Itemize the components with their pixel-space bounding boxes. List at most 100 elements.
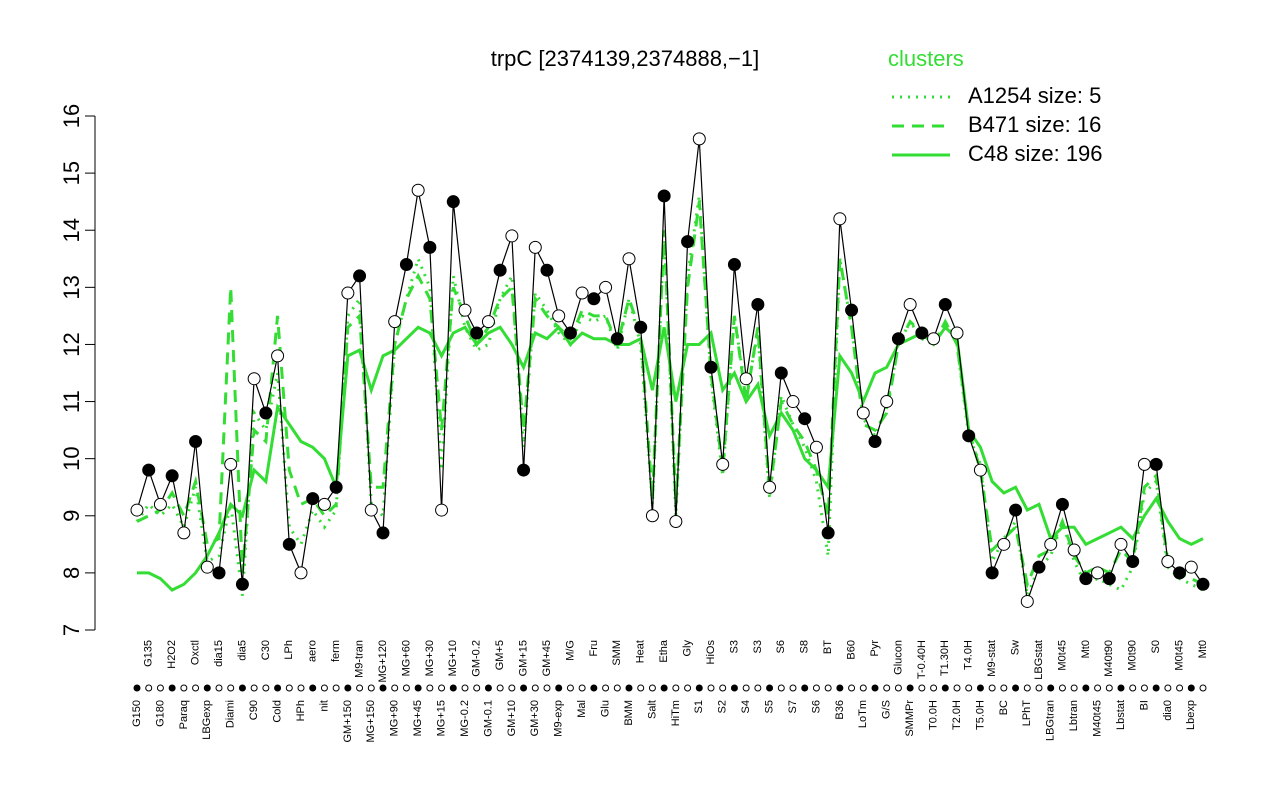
y-tick-label: 16 bbox=[59, 104, 84, 128]
data-point bbox=[962, 429, 976, 443]
x-tick-label: Lbstat bbox=[1115, 700, 1127, 730]
data-point bbox=[657, 189, 671, 203]
condition-dot bbox=[145, 684, 153, 692]
condition-dot bbox=[801, 684, 809, 692]
condition-dot bbox=[918, 684, 926, 692]
chart-title: trpC [2374139,2374888,−1] bbox=[491, 46, 760, 71]
x-tick-label: G/S bbox=[881, 700, 893, 719]
data-point bbox=[165, 469, 179, 483]
condition-dot bbox=[1000, 684, 1008, 692]
condition-dot bbox=[1058, 684, 1066, 692]
data-point bbox=[845, 303, 859, 317]
condition-dot bbox=[707, 684, 715, 692]
x-tick-label: Diami bbox=[225, 700, 237, 728]
x-tick-label: Salt bbox=[646, 700, 658, 719]
x-tick-label: GM+5 bbox=[494, 640, 506, 670]
y-tick-label: 7 bbox=[59, 624, 84, 636]
condition-dot bbox=[988, 684, 996, 692]
condition-dot bbox=[192, 684, 200, 692]
condition-dot bbox=[953, 684, 961, 692]
data-point bbox=[727, 257, 741, 271]
condition-dot bbox=[309, 684, 317, 692]
series-line bbox=[135, 195, 1204, 602]
data-point bbox=[973, 463, 987, 477]
x-tick-label: T2.0H bbox=[951, 700, 963, 730]
data-point bbox=[306, 492, 320, 506]
x-tick-label: B60 bbox=[845, 640, 857, 660]
x-tick-label: Lbexp bbox=[1185, 700, 1197, 730]
data-point bbox=[505, 229, 519, 243]
x-tick-label: S0 bbox=[1150, 640, 1162, 653]
condition-dot bbox=[1152, 684, 1160, 692]
data-point bbox=[142, 463, 156, 477]
condition-dot bbox=[742, 684, 750, 692]
data-point bbox=[329, 480, 343, 494]
data-point bbox=[517, 463, 531, 477]
condition-dot bbox=[848, 684, 856, 692]
x-tick-label: MG+15 bbox=[435, 700, 447, 736]
condition-dot bbox=[402, 684, 410, 692]
condition-dot bbox=[356, 684, 364, 692]
data-point bbox=[317, 497, 331, 511]
data-point bbox=[833, 212, 847, 226]
condition-dot bbox=[320, 684, 328, 692]
x-tick-label: GM+15 bbox=[517, 640, 529, 676]
x-tick-label: MG+45 bbox=[412, 700, 424, 736]
data-point bbox=[645, 509, 659, 523]
condition-dot bbox=[297, 684, 305, 692]
x-tick-label: T0.0H bbox=[927, 700, 939, 730]
condition-dot bbox=[203, 684, 211, 692]
condition-dot bbox=[590, 684, 598, 692]
data-point bbox=[716, 457, 730, 471]
condition-dot bbox=[531, 684, 539, 692]
x-tick-label: Mt0 bbox=[1197, 640, 1209, 658]
data-point bbox=[259, 406, 273, 420]
condition-dot bbox=[1012, 684, 1020, 692]
condition-dot bbox=[367, 684, 375, 692]
x-tick-label: Pyr bbox=[869, 640, 881, 657]
condition-dot bbox=[766, 684, 774, 692]
x-tick-label: M0t45 bbox=[1173, 640, 1185, 671]
condition-dot bbox=[274, 684, 282, 692]
condition-dot bbox=[414, 684, 422, 692]
data-point bbox=[1020, 594, 1034, 608]
condition-dot bbox=[625, 684, 633, 692]
y-tick-label: 8 bbox=[59, 567, 84, 579]
data-point bbox=[1114, 537, 1128, 551]
x-tick-label: GM-0.2 bbox=[471, 640, 483, 677]
data-point bbox=[470, 326, 484, 340]
data-point bbox=[786, 395, 800, 409]
x-tick-label: MG-0.2 bbox=[459, 700, 471, 737]
data-point bbox=[177, 526, 191, 540]
data-point bbox=[399, 257, 413, 271]
x-tick-label: M9-tran bbox=[353, 640, 365, 678]
condition-dot bbox=[1023, 684, 1031, 692]
data-point bbox=[622, 252, 636, 266]
data-point bbox=[763, 480, 777, 494]
data-point bbox=[200, 560, 214, 574]
data-point bbox=[950, 326, 964, 340]
x-tick-label: C90 bbox=[248, 700, 260, 720]
x-tick-label: BT bbox=[822, 640, 834, 654]
x-tick-label: G135 bbox=[143, 640, 155, 667]
x-tick-label: Fru bbox=[588, 640, 600, 657]
legend-title: clusters bbox=[888, 46, 964, 71]
x-tick-label: dia15 bbox=[213, 640, 225, 667]
data-point bbox=[1161, 554, 1175, 568]
x-tick-label: S7 bbox=[787, 700, 799, 713]
data-point bbox=[938, 297, 952, 311]
x-tick-label: M0t45 bbox=[1056, 640, 1068, 671]
data-point bbox=[528, 240, 542, 254]
legend-label: C48 size: 196 bbox=[968, 141, 1103, 166]
data-point bbox=[563, 326, 577, 340]
data-point bbox=[798, 412, 812, 426]
data-point bbox=[1032, 560, 1046, 574]
x-tick-label: BI bbox=[1138, 700, 1150, 710]
data-point bbox=[1044, 537, 1058, 551]
legend-label: B471 size: 16 bbox=[968, 112, 1101, 137]
data-point bbox=[692, 132, 706, 146]
data-point bbox=[435, 503, 449, 517]
x-tick-label: S3 bbox=[752, 640, 764, 653]
x-tick-label: Glucon bbox=[892, 640, 904, 675]
